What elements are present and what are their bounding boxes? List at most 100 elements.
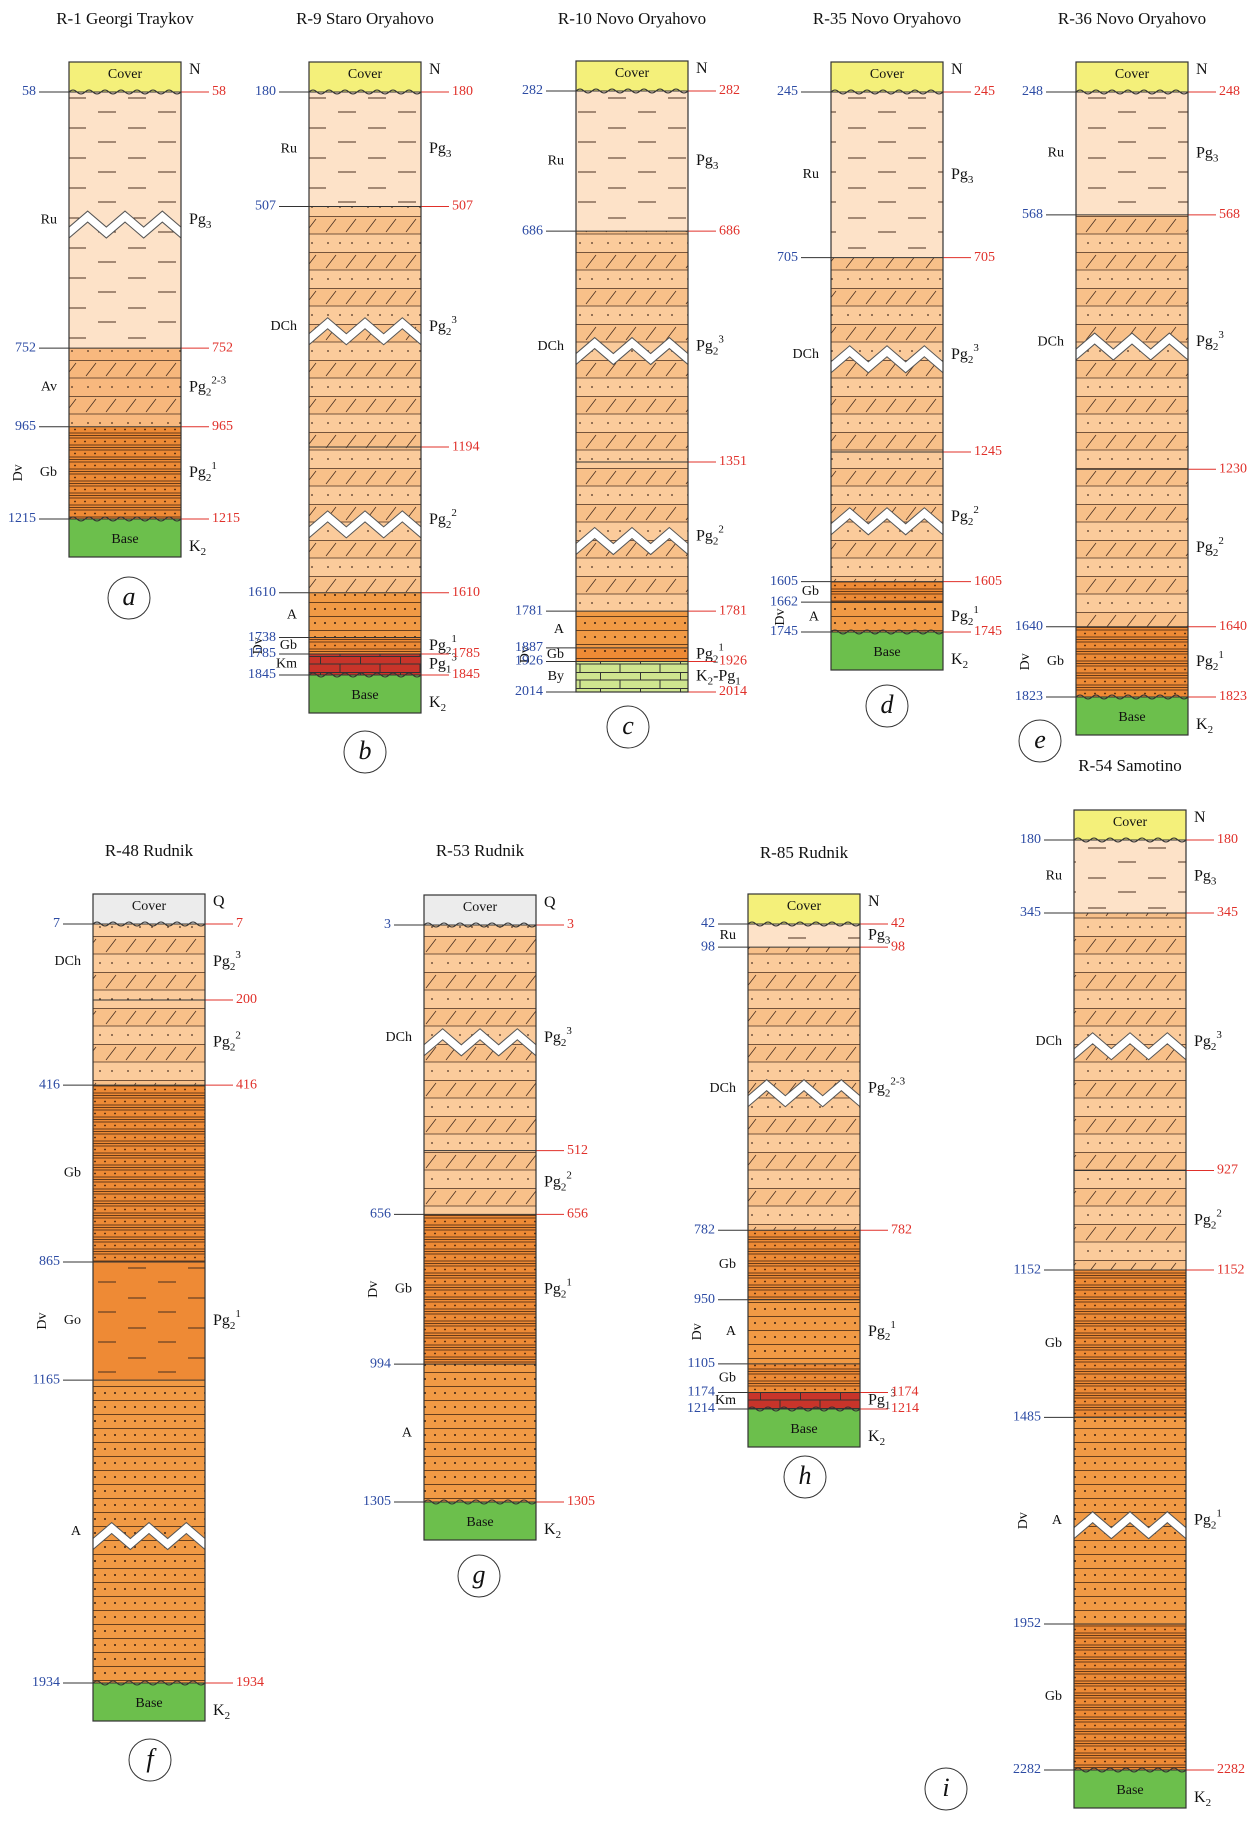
layer-pattern bbox=[1074, 840, 1186, 913]
formation-label: Km bbox=[276, 657, 297, 672]
age-part: 3 bbox=[206, 219, 212, 231]
formation-label: Go bbox=[64, 1313, 81, 1328]
age-part: Pg bbox=[868, 1079, 885, 1096]
layer-pattern bbox=[576, 611, 688, 648]
layer-pattern bbox=[748, 1392, 860, 1409]
formation-label: DCh bbox=[710, 1081, 736, 1096]
age-label: K2 bbox=[868, 1428, 885, 1448]
depth-label: 1214 bbox=[891, 1401, 919, 1416]
age-part: 2-3 bbox=[211, 374, 226, 386]
formation-label: A bbox=[726, 1324, 737, 1339]
age-label: Pg21 bbox=[1194, 1507, 1222, 1531]
age-part: Pg bbox=[1196, 144, 1213, 161]
age-part: Q bbox=[544, 894, 556, 911]
age-part: 2-3 bbox=[890, 1075, 905, 1087]
depth-label: 1926 bbox=[719, 654, 747, 669]
formation-label: Gb bbox=[719, 1257, 736, 1272]
formation-label: DCh bbox=[1036, 1034, 1062, 1049]
age-part: 1 bbox=[211, 459, 217, 471]
age-label: Pg23 bbox=[696, 333, 724, 357]
age-label: K2 bbox=[189, 538, 206, 558]
formation-label: Gb bbox=[719, 1370, 736, 1385]
age-part: 2 bbox=[1213, 341, 1219, 353]
depth-label: 180 bbox=[452, 84, 473, 99]
age-part: N bbox=[189, 61, 201, 78]
depth-label: 752 bbox=[15, 340, 36, 355]
age-part: 3 bbox=[566, 1024, 572, 1036]
age-part: 2 bbox=[561, 1036, 567, 1048]
age-label: N bbox=[868, 893, 880, 910]
formation-label: A bbox=[554, 622, 565, 637]
age-part: 3 bbox=[1216, 1028, 1222, 1040]
layer-pattern bbox=[424, 1364, 536, 1502]
depth-label: 1781 bbox=[719, 603, 747, 618]
age-label: Pg23 bbox=[429, 313, 457, 337]
panel-letter: b bbox=[359, 736, 372, 765]
cover-label: Cover bbox=[787, 899, 822, 914]
depth-label: 180 bbox=[1020, 832, 1041, 847]
layer-pattern bbox=[309, 638, 421, 654]
depth-label: 245 bbox=[777, 84, 798, 99]
age-label: K2 bbox=[213, 1702, 230, 1722]
depth-label: 1745 bbox=[770, 624, 798, 639]
depth-label: 1174 bbox=[688, 1385, 715, 1400]
age-part: 2 bbox=[230, 961, 236, 973]
depth-label: 1165 bbox=[33, 1372, 60, 1387]
depth-label: 1605 bbox=[770, 574, 798, 589]
age-part: 2 bbox=[1213, 546, 1219, 558]
base-label: Base bbox=[351, 688, 378, 703]
formation-label: DCh bbox=[55, 954, 81, 969]
group-label: Dv bbox=[690, 1323, 705, 1340]
panel-letter: c bbox=[622, 711, 634, 740]
age-part: 3 bbox=[713, 160, 719, 172]
age-part: Pg bbox=[1196, 333, 1213, 350]
depth-label: 200 bbox=[236, 992, 257, 1007]
formation-label: Gb bbox=[1045, 1689, 1062, 1704]
formation-label: Gb bbox=[395, 1281, 412, 1296]
age-part: Pg bbox=[696, 645, 713, 662]
age-part: Pg bbox=[544, 1280, 561, 1297]
depth-label: 927 bbox=[1217, 1163, 1238, 1178]
depth-label: 1934 bbox=[236, 1675, 264, 1690]
age-label: Pg22 bbox=[1196, 534, 1224, 558]
depth-label: 2014 bbox=[719, 684, 747, 699]
formation-label: Gb bbox=[1047, 654, 1064, 669]
layer-pattern bbox=[576, 648, 688, 662]
depth-label: 282 bbox=[522, 83, 543, 98]
age-part: 2 bbox=[446, 518, 452, 530]
age-label: Pg22 bbox=[696, 523, 724, 547]
base-label: Base bbox=[466, 1515, 493, 1530]
age-part: 3 bbox=[973, 341, 979, 353]
age-part: N bbox=[429, 61, 441, 78]
age-label: Pg3 bbox=[951, 165, 974, 185]
age-part: Pg bbox=[951, 345, 968, 362]
depth-label: 1610 bbox=[452, 585, 480, 600]
age-part: 1 bbox=[451, 632, 457, 644]
age-part: Pg bbox=[213, 953, 230, 970]
panel-letter: e bbox=[1034, 725, 1046, 754]
depth-label: 782 bbox=[891, 1222, 912, 1237]
age-part: N bbox=[868, 893, 880, 910]
well-title: R-9 Staro Oryahovo bbox=[296, 9, 434, 28]
formation-label: A bbox=[71, 1524, 82, 1539]
age-part: 2 bbox=[1208, 724, 1214, 736]
age-part: 2 bbox=[441, 702, 447, 714]
age-part: Pg bbox=[213, 1312, 230, 1329]
group-label: Dv bbox=[366, 1281, 381, 1298]
age-part: 2 bbox=[230, 1041, 236, 1053]
age-label: Pg22 bbox=[951, 503, 979, 527]
age-part: N bbox=[1196, 61, 1208, 78]
age-part: 3 bbox=[1218, 329, 1224, 341]
depth-label: 1152 bbox=[1014, 1262, 1041, 1277]
depth-label: 705 bbox=[974, 250, 995, 265]
formation-label: DCh bbox=[1038, 334, 1064, 349]
depth-label: 1640 bbox=[1015, 619, 1043, 634]
age-part: Pg bbox=[868, 1391, 885, 1408]
depth-label: 1640 bbox=[1219, 619, 1247, 634]
base-label: Base bbox=[790, 1422, 817, 1437]
age-part: 3 bbox=[451, 313, 457, 325]
cover-label: Cover bbox=[132, 899, 167, 914]
layer-pattern bbox=[93, 1085, 205, 1262]
age-part: K bbox=[429, 694, 441, 711]
depth-label: 1152 bbox=[1217, 1262, 1244, 1277]
